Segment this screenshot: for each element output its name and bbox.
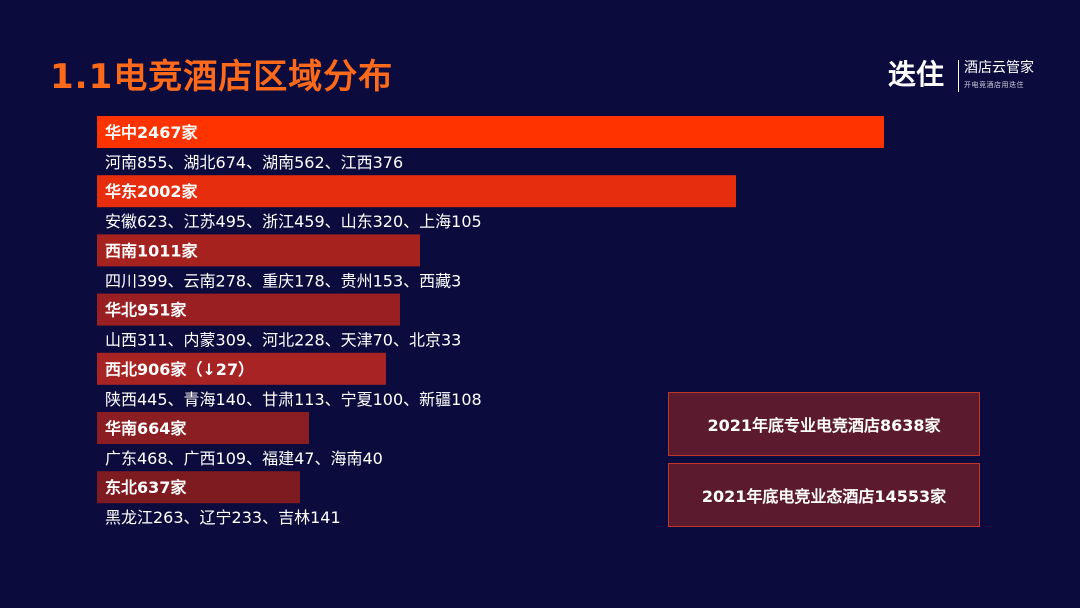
bar-label-7: 东北637家 xyxy=(105,478,187,497)
bar-label-5: 西北906家（↓27） xyxy=(105,360,254,379)
bar-label-4: 华北951家 xyxy=(105,301,187,320)
bar-2 xyxy=(97,175,736,208)
page-title: 1.1电竞酒店区域分布 xyxy=(50,57,394,97)
logo-name: 酒店云管家 xyxy=(964,60,1034,76)
bar-6 xyxy=(97,412,309,444)
bar-1 xyxy=(97,116,884,148)
logo-slogan: 开电竞酒店用迭住 xyxy=(964,81,1024,89)
stat-box-esports-format: 2021年底电竞业态酒店14553家 xyxy=(668,463,980,527)
bar-7 xyxy=(97,471,300,504)
bar-detail-3: 四川399、云南278、重庆178、贵州153、西藏3 xyxy=(105,271,461,290)
bar-5 xyxy=(97,352,386,385)
bar-label-6: 华南664家 xyxy=(105,419,187,438)
bar-detail-6: 广东468、广西109、福建47、海南40 xyxy=(105,449,383,468)
bar-label-2: 华东2002家 xyxy=(105,182,199,201)
logo-divider xyxy=(958,60,959,92)
bar-detail-2: 安徽623、江苏495、浙江459、山东320、上海105 xyxy=(105,212,482,231)
bar-detail-4: 山西311、内蒙309、河北228、天津70、北京33 xyxy=(105,331,461,350)
bar-label-3: 西南1011家 xyxy=(105,241,199,260)
stat-box-professional: 2021年底专业电竞酒店8638家 xyxy=(668,392,980,456)
brand-logo: 迭住 酒店云管家 开电竞酒店用迭住 xyxy=(888,56,1058,96)
bar-3 xyxy=(97,234,420,267)
bar-detail-1: 河南855、湖北674、湖南562、江西376 xyxy=(105,153,403,172)
bar-label-1: 华中2467家 xyxy=(105,123,199,142)
logo-brand-text: 迭住 xyxy=(888,58,945,91)
bar-4 xyxy=(97,293,400,326)
bar-detail-5: 陕西445、青海140、甘肃113、宁夏100、新疆108 xyxy=(105,390,482,409)
bar-detail-7: 黑龙江263、辽宁233、吉林141 xyxy=(105,508,341,527)
